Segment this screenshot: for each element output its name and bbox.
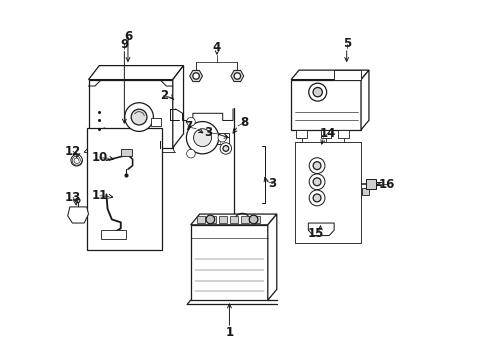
Bar [150,117,161,126]
Circle shape [308,158,325,174]
Circle shape [312,162,320,170]
Circle shape [131,109,147,125]
Text: 9: 9 [120,38,128,51]
Polygon shape [308,223,333,235]
Polygon shape [88,66,183,80]
Circle shape [205,215,214,224]
Bar [121,149,131,156]
Circle shape [71,154,82,166]
Polygon shape [190,214,276,225]
Bar [197,216,204,223]
Polygon shape [172,66,183,148]
Circle shape [124,103,153,131]
Circle shape [308,190,325,206]
Bar [86,128,162,250]
Circle shape [193,129,211,147]
Bar [241,216,248,223]
Text: 13: 13 [65,191,81,204]
Bar [366,179,376,189]
Circle shape [192,73,199,79]
Bar [296,130,306,138]
Polygon shape [290,70,368,80]
Circle shape [308,174,325,190]
Bar [211,133,228,144]
Polygon shape [360,70,368,130]
Bar [362,188,368,195]
Text: 11: 11 [92,189,108,202]
Polygon shape [88,80,172,148]
Bar [300,149,352,221]
Text: 15: 15 [307,226,324,239]
Text: 7: 7 [183,121,191,134]
Polygon shape [230,71,244,82]
Bar [219,216,226,223]
Circle shape [186,149,195,158]
Bar [290,80,360,130]
Circle shape [186,122,218,154]
Text: 8: 8 [240,116,248,129]
Bar [101,230,126,239]
Bar [294,142,360,243]
Circle shape [234,73,240,79]
Circle shape [220,143,231,154]
Text: 12: 12 [65,145,81,158]
Polygon shape [334,69,360,80]
Text: 6: 6 [123,30,132,43]
Circle shape [249,215,257,224]
Circle shape [312,194,320,202]
Polygon shape [189,71,202,82]
Circle shape [76,198,80,203]
Text: 5: 5 [342,37,350,50]
Bar [229,216,237,223]
Text: 14: 14 [319,127,335,140]
Text: 10: 10 [92,151,108,164]
Circle shape [312,178,320,186]
Bar [338,130,348,138]
Circle shape [186,117,195,126]
Bar [251,216,259,223]
Text: 2: 2 [160,89,167,102]
Polygon shape [67,207,88,223]
Circle shape [218,134,226,142]
Text: 16: 16 [378,178,394,191]
Bar [190,225,267,300]
Bar [320,130,331,138]
Circle shape [223,145,228,151]
Text: 3: 3 [203,126,212,139]
Circle shape [312,87,322,97]
Text: 3: 3 [268,177,276,190]
Circle shape [308,83,326,101]
Bar [207,216,215,223]
Text: 1: 1 [225,326,233,339]
Polygon shape [267,214,276,300]
Text: 4: 4 [212,41,221,54]
